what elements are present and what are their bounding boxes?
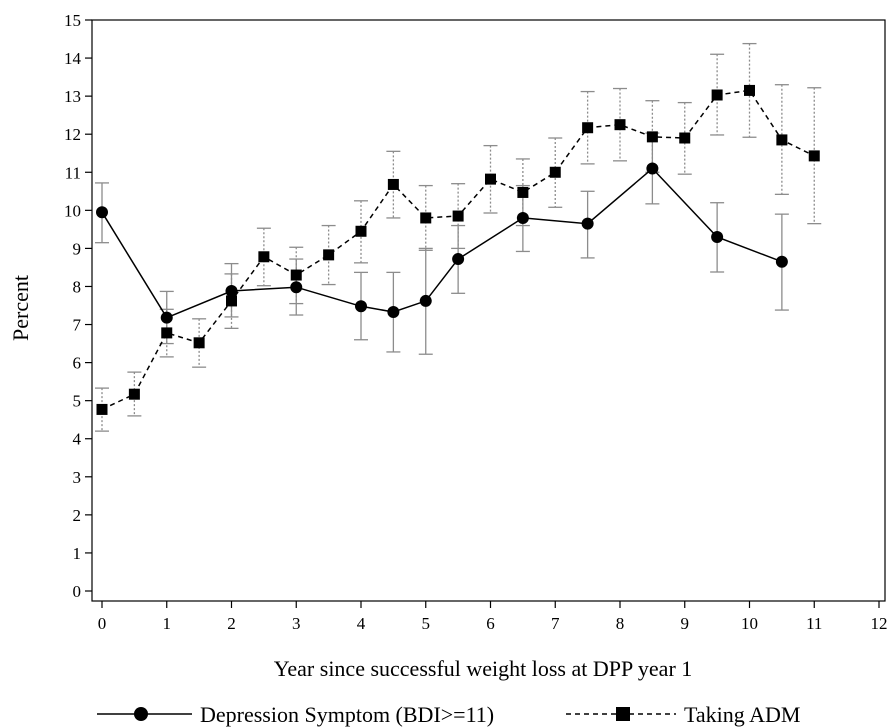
legend-label-depression: Depression Symptom (BDI>=11) xyxy=(200,702,494,727)
y-tick-label: 13 xyxy=(64,87,81,106)
y-tick-label: 15 xyxy=(64,11,81,30)
plot-frame xyxy=(91,19,886,602)
series-markers xyxy=(96,84,820,415)
adm-point xyxy=(485,173,496,185)
adm-point xyxy=(452,210,464,222)
error-bar xyxy=(774,84,789,195)
legend: Depression Symptom (BDI>=11) Taking ADM xyxy=(97,702,800,727)
x-tick-label: 5 xyxy=(422,614,431,633)
x-tick-label: 0 xyxy=(98,614,107,633)
y-tick-label: 6 xyxy=(73,354,82,373)
adm-point xyxy=(679,132,691,144)
depression-point xyxy=(452,253,465,266)
error-bar xyxy=(807,87,822,225)
adm-point xyxy=(96,403,108,415)
adm-point xyxy=(517,186,529,198)
y-tick-label: 14 xyxy=(64,49,82,68)
x-tick-label: 4 xyxy=(357,614,366,633)
error-bar xyxy=(677,101,692,175)
x-tick-label: 8 xyxy=(616,614,625,633)
x-tick-label: 2 xyxy=(227,614,236,633)
adm-point xyxy=(226,295,237,307)
y-tick-label: 9 xyxy=(73,239,82,258)
adm-point xyxy=(258,251,270,263)
adm-point xyxy=(711,89,723,101)
depression-point xyxy=(290,281,303,294)
depression-point xyxy=(419,294,432,307)
y-tick-label: 0 xyxy=(73,582,82,601)
adm-point xyxy=(776,134,788,146)
x-tick-label: 6 xyxy=(486,614,495,633)
y-tick-label: 2 xyxy=(73,506,82,525)
depression-point xyxy=(96,206,108,219)
x-tick-label: 7 xyxy=(551,614,560,633)
y-axis-title: Percent xyxy=(8,275,33,341)
adm-point xyxy=(549,166,561,178)
x-axis-title: Year since successful weight loss at DPP… xyxy=(274,656,693,681)
depression-series-line xyxy=(101,167,783,319)
legend-marker-adm xyxy=(616,707,630,721)
depression-point xyxy=(387,305,400,318)
adm-point xyxy=(128,388,140,400)
y-tick-label: 11 xyxy=(65,163,81,182)
x-tick-label: 10 xyxy=(741,614,758,633)
depression-point xyxy=(160,311,173,324)
adm-point xyxy=(355,225,367,237)
error-bar xyxy=(224,273,239,329)
error-bar xyxy=(354,200,368,264)
adm-point xyxy=(808,150,820,162)
adm-point xyxy=(582,122,594,134)
plot-border xyxy=(91,19,886,602)
x-tick-label: 1 xyxy=(163,614,172,633)
adm-point xyxy=(290,269,302,281)
y-tick-label: 7 xyxy=(73,316,82,335)
legend-marker-depression xyxy=(134,707,148,721)
depression-point xyxy=(516,211,529,224)
adm-point xyxy=(193,337,205,349)
x-tick-label: 3 xyxy=(292,614,301,633)
adm-point xyxy=(614,119,626,131)
adm-point xyxy=(161,327,173,339)
depression-point xyxy=(646,162,659,175)
adm-point xyxy=(387,178,399,190)
legend-label-adm: Taking ADM xyxy=(684,702,800,727)
depression-point xyxy=(711,230,724,243)
y-tick-label: 1 xyxy=(73,544,82,563)
depression-point xyxy=(355,300,367,313)
adm-point xyxy=(744,84,755,96)
depression-point xyxy=(225,285,238,298)
depression-point xyxy=(775,255,788,268)
y-tick-label: 4 xyxy=(73,430,82,449)
error-bar xyxy=(742,42,757,138)
y-tick-label: 3 xyxy=(73,468,82,487)
x-axis: 0 1 2 3 4 5 6 7 8 9 10 11 12 xyxy=(98,601,888,633)
adm-point xyxy=(420,212,432,224)
y-tick-label: 5 xyxy=(73,392,82,411)
adm-point xyxy=(646,131,658,143)
depression-point xyxy=(581,217,594,230)
x-tick-label: 9 xyxy=(681,614,690,633)
y-tick-label: 8 xyxy=(73,277,82,296)
y-tick-label: 12 xyxy=(64,125,81,144)
adm-point xyxy=(323,249,335,261)
x-tick-label: 12 xyxy=(871,614,888,633)
error-bar xyxy=(548,137,563,208)
x-tick-label: 11 xyxy=(806,614,822,633)
y-tick-label: 10 xyxy=(64,201,81,220)
